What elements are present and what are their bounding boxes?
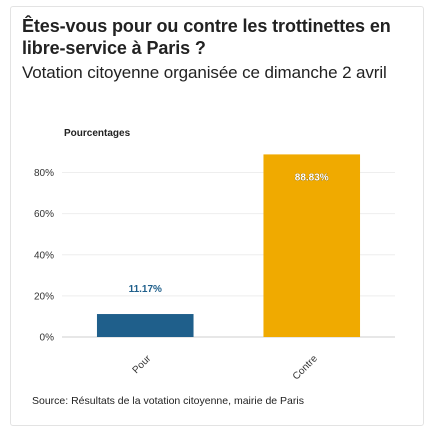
chart-title: Êtes-vous pour ou contre les trottinette… bbox=[22, 16, 391, 58]
x-tick-label: Pour bbox=[131, 353, 154, 376]
chart-subtitle: Votation citoyenne organisée ce dimanche… bbox=[22, 63, 387, 82]
y-tick-label: 80% bbox=[34, 168, 54, 179]
y-axis-title: Pourcentages bbox=[64, 128, 131, 139]
data-label: 88.83% bbox=[295, 172, 329, 183]
y-tick-label: 40% bbox=[34, 250, 54, 261]
data-label: 11.17% bbox=[129, 284, 162, 295]
x-tick-label: Contre bbox=[291, 353, 320, 382]
y-tick-label: 60% bbox=[34, 209, 54, 220]
y-tick-label: 20% bbox=[34, 291, 54, 302]
bar-pour bbox=[96, 314, 194, 337]
bar-contre bbox=[263, 154, 361, 337]
source-note: Source: Résultats de la votation citoyen… bbox=[32, 395, 304, 407]
y-tick-label: 0% bbox=[40, 333, 55, 344]
